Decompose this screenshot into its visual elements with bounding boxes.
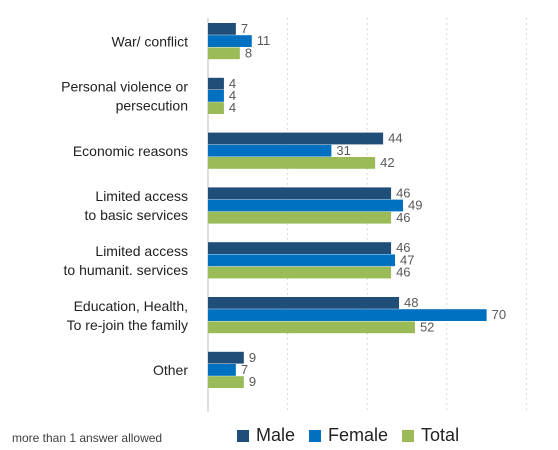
value-label-economic-reasons-total: 42 [380,155,394,170]
footnote: more than 1 answer allowed [12,431,163,445]
bar-limited-access-to-basic-services-male [208,187,392,200]
value-label-economic-reasons-female: 31 [336,143,350,158]
bar-other-female [208,364,236,376]
legend-swatch-female [309,429,322,442]
legend-item-male: Male [237,425,295,446]
value-label-personal-violence-or-persecution-male: 4 [229,76,236,91]
bar-personal-violence-or-persecution-total [208,102,224,114]
bar-personal-violence-or-persecution-female [208,90,224,102]
value-label-other-total: 9 [249,374,256,389]
bar-education-health-to-re-join-the-family-male [208,297,400,309]
bar-economic-reasons-male [208,132,384,145]
value-label-limited-access-to-humanit-services-male: 46 [396,240,410,255]
category-label-war-conflict: War/ conflict [112,33,189,49]
bar-education-health-to-re-join-the-family-female [208,309,487,321]
value-label-limited-access-to-basic-services-total: 46 [396,210,410,225]
category-label-limited-access-to-humanit-services: Limited access to humanit. services [64,243,189,278]
value-label-education-health-to-re-join-the-family-female: 70 [492,307,506,322]
bar-limited-access-to-humanit-services-male [208,242,392,254]
bar-education-health-to-re-join-the-family-total [208,321,415,334]
legend-label-male: Male [256,425,296,445]
value-label-limited-access-to-basic-services-female: 49 [408,198,422,213]
value-label-war-conflict-female: 11 [257,33,271,48]
bar-economic-reasons-female [208,144,332,157]
legend: Male Female Total [237,425,459,446]
value-label-education-health-to-re-join-the-family-male: 48 [404,295,418,310]
value-label-other-male: 9 [249,350,256,365]
legend-item-female: Female [309,425,388,446]
value-label-limited-access-to-basic-services-male: 46 [396,185,410,200]
category-label-economic-reasons: Economic reasons [73,143,188,159]
category-label-personal-violence-or-persecution: Personal violence or persecution [61,79,188,114]
value-label-war-conflict-male: 7 [241,21,248,36]
category-label-education-health-to-re-join-the-family: Education, Health, To re-join the family [67,298,188,333]
value-label-economic-reasons-male: 44 [388,131,402,146]
bar-war-conflict-female [208,35,252,47]
legend-swatch-total [402,429,415,442]
value-label-war-conflict-total: 8 [245,45,252,60]
category-label-other: Other [153,362,188,378]
legend-label-total: Total [421,425,460,445]
bar-war-conflict-male [208,23,236,35]
value-label-limited-access-to-humanit-services-total: 46 [396,265,410,280]
value-label-personal-violence-or-persecution-total: 4 [229,100,236,115]
bar-limited-access-to-humanit-services-total [208,266,392,279]
bar-war-conflict-total [208,47,240,60]
bar-limited-access-to-humanit-services-female [208,254,396,267]
bar-limited-access-to-basic-services-female [208,199,404,212]
legend-label-female: Female [328,425,389,445]
value-label-other-female: 7 [241,362,248,377]
value-label-education-health-to-re-join-the-family-total: 52 [420,319,434,334]
bar-economic-reasons-total [208,157,376,169]
legend-item-total: Total [402,425,459,446]
value-label-personal-violence-or-persecution-female: 4 [229,88,236,103]
category-label-limited-access-to-basic-services: Limited access to basic services [85,188,188,223]
bar-limited-access-to-basic-services-total [208,211,392,224]
bar-personal-violence-or-persecution-male [208,77,224,90]
bar-other-male [208,351,244,364]
value-label-limited-access-to-humanit-services-female: 47 [400,252,414,267]
legend-swatch-male [237,429,249,442]
bar-other-total [208,376,244,388]
